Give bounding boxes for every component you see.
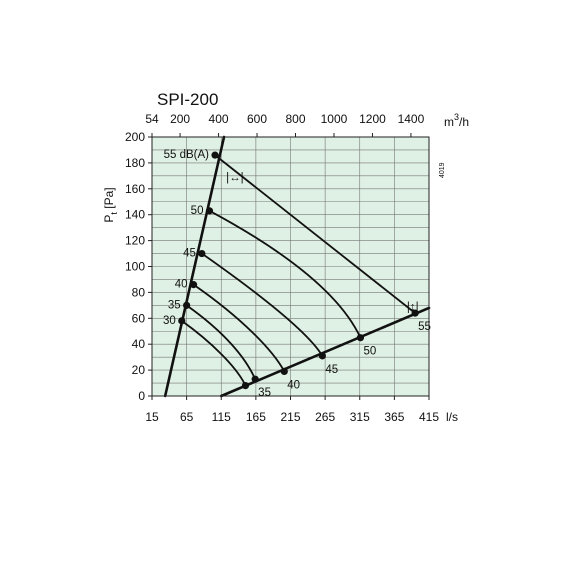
- x-tick-label: 415: [419, 410, 439, 424]
- x-tick-label: 365: [384, 410, 404, 424]
- x-tick-label: 15: [145, 410, 159, 424]
- x-tick-label: 215: [280, 410, 300, 424]
- sound-label-bottom: 50: [363, 346, 376, 358]
- curve-point: [411, 309, 419, 317]
- y-tick-label: 20: [132, 363, 146, 377]
- grid-lines: [152, 137, 429, 396]
- x-tick-label: 65: [180, 410, 194, 424]
- sound-label-bottom: 35: [258, 387, 271, 399]
- sound-label-left: 30: [163, 315, 176, 327]
- closed-symbol-icon: |↕|: [407, 302, 419, 314]
- x-top-tick-label: 200: [170, 112, 190, 126]
- curve-point: [205, 207, 214, 215]
- x-tick-label: 265: [315, 410, 335, 424]
- curve-point: [189, 281, 198, 289]
- x-tick-label: 115: [212, 410, 231, 424]
- y-tick-label: 60: [132, 311, 146, 325]
- bottom-axis-unit: l/s: [446, 410, 458, 424]
- sound-curve-50: [209, 210, 362, 339]
- open-damper-curve: [163, 135, 226, 398]
- sound-curve-55: [214, 154, 416, 314]
- curve-point: [211, 151, 219, 159]
- sound-label-left: 55 dB(A): [164, 149, 210, 161]
- x-top-tick-label: 1200: [359, 112, 386, 126]
- curve-point: [241, 382, 250, 390]
- sound-curve-35: [186, 304, 257, 380]
- sound-label-bottom: 55: [418, 321, 431, 333]
- x-tick-label: 165: [246, 410, 266, 424]
- x-top-tick-label: 800: [285, 112, 305, 126]
- y-axis-label: Pt [Pa]: [102, 187, 119, 222]
- curve-point: [198, 249, 206, 258]
- open-symbol-icon: |↔|: [226, 172, 243, 184]
- y-tick-label: 160: [125, 182, 145, 196]
- curve-point: [318, 352, 326, 360]
- sound-curve-45: [201, 252, 324, 357]
- curve-point: [251, 375, 259, 383]
- sound-label-left: 40: [175, 279, 188, 291]
- curve-point: [280, 367, 288, 375]
- x-tick-label: 315: [350, 410, 370, 424]
- x-top-tick-label: 400: [209, 112, 229, 126]
- curve-point: [356, 334, 365, 342]
- y-tick-label: 180: [125, 156, 145, 170]
- sound-label-bottom: 45: [325, 364, 338, 376]
- y-tick-label: 120: [125, 234, 145, 248]
- x-top-tick-label: 1000: [321, 112, 348, 126]
- x-top-tick-label: 54: [145, 112, 159, 126]
- performance-curves: [163, 135, 431, 398]
- top-axis-unit: m3/h: [444, 112, 469, 129]
- curve-point: [183, 301, 191, 309]
- y-tick-label: 40: [132, 337, 146, 351]
- y-tick-label: 200: [125, 130, 145, 144]
- sound-label-left: 50: [191, 205, 204, 217]
- sound-curve-40: [193, 283, 286, 372]
- sound-label-bottom: 40: [287, 379, 300, 391]
- curve-point: [178, 317, 186, 325]
- x-top-tick-label: 600: [247, 112, 267, 126]
- chart-code: 4019: [439, 162, 446, 178]
- y-tick-label: 0: [138, 389, 145, 403]
- sound-curve-30: [181, 320, 247, 387]
- curve-labels: 30 35 40 45 50 55 dB(A) 35 40 45 50 55 |↔| |↕|: [163, 149, 431, 399]
- sound-label-left: 35: [168, 299, 181, 311]
- y-tick-label: 80: [132, 285, 146, 299]
- y-tick-label: 140: [125, 208, 145, 222]
- x-top-tick-label: 1400: [398, 112, 425, 126]
- chart-title: SPI-200: [157, 90, 218, 109]
- sound-label-left: 45: [183, 248, 196, 260]
- axes: 0 20 40 60 80 100 120 140 160 180 200 15 65 115 165 215…: [125, 112, 439, 424]
- y-tick-label: 100: [125, 260, 145, 274]
